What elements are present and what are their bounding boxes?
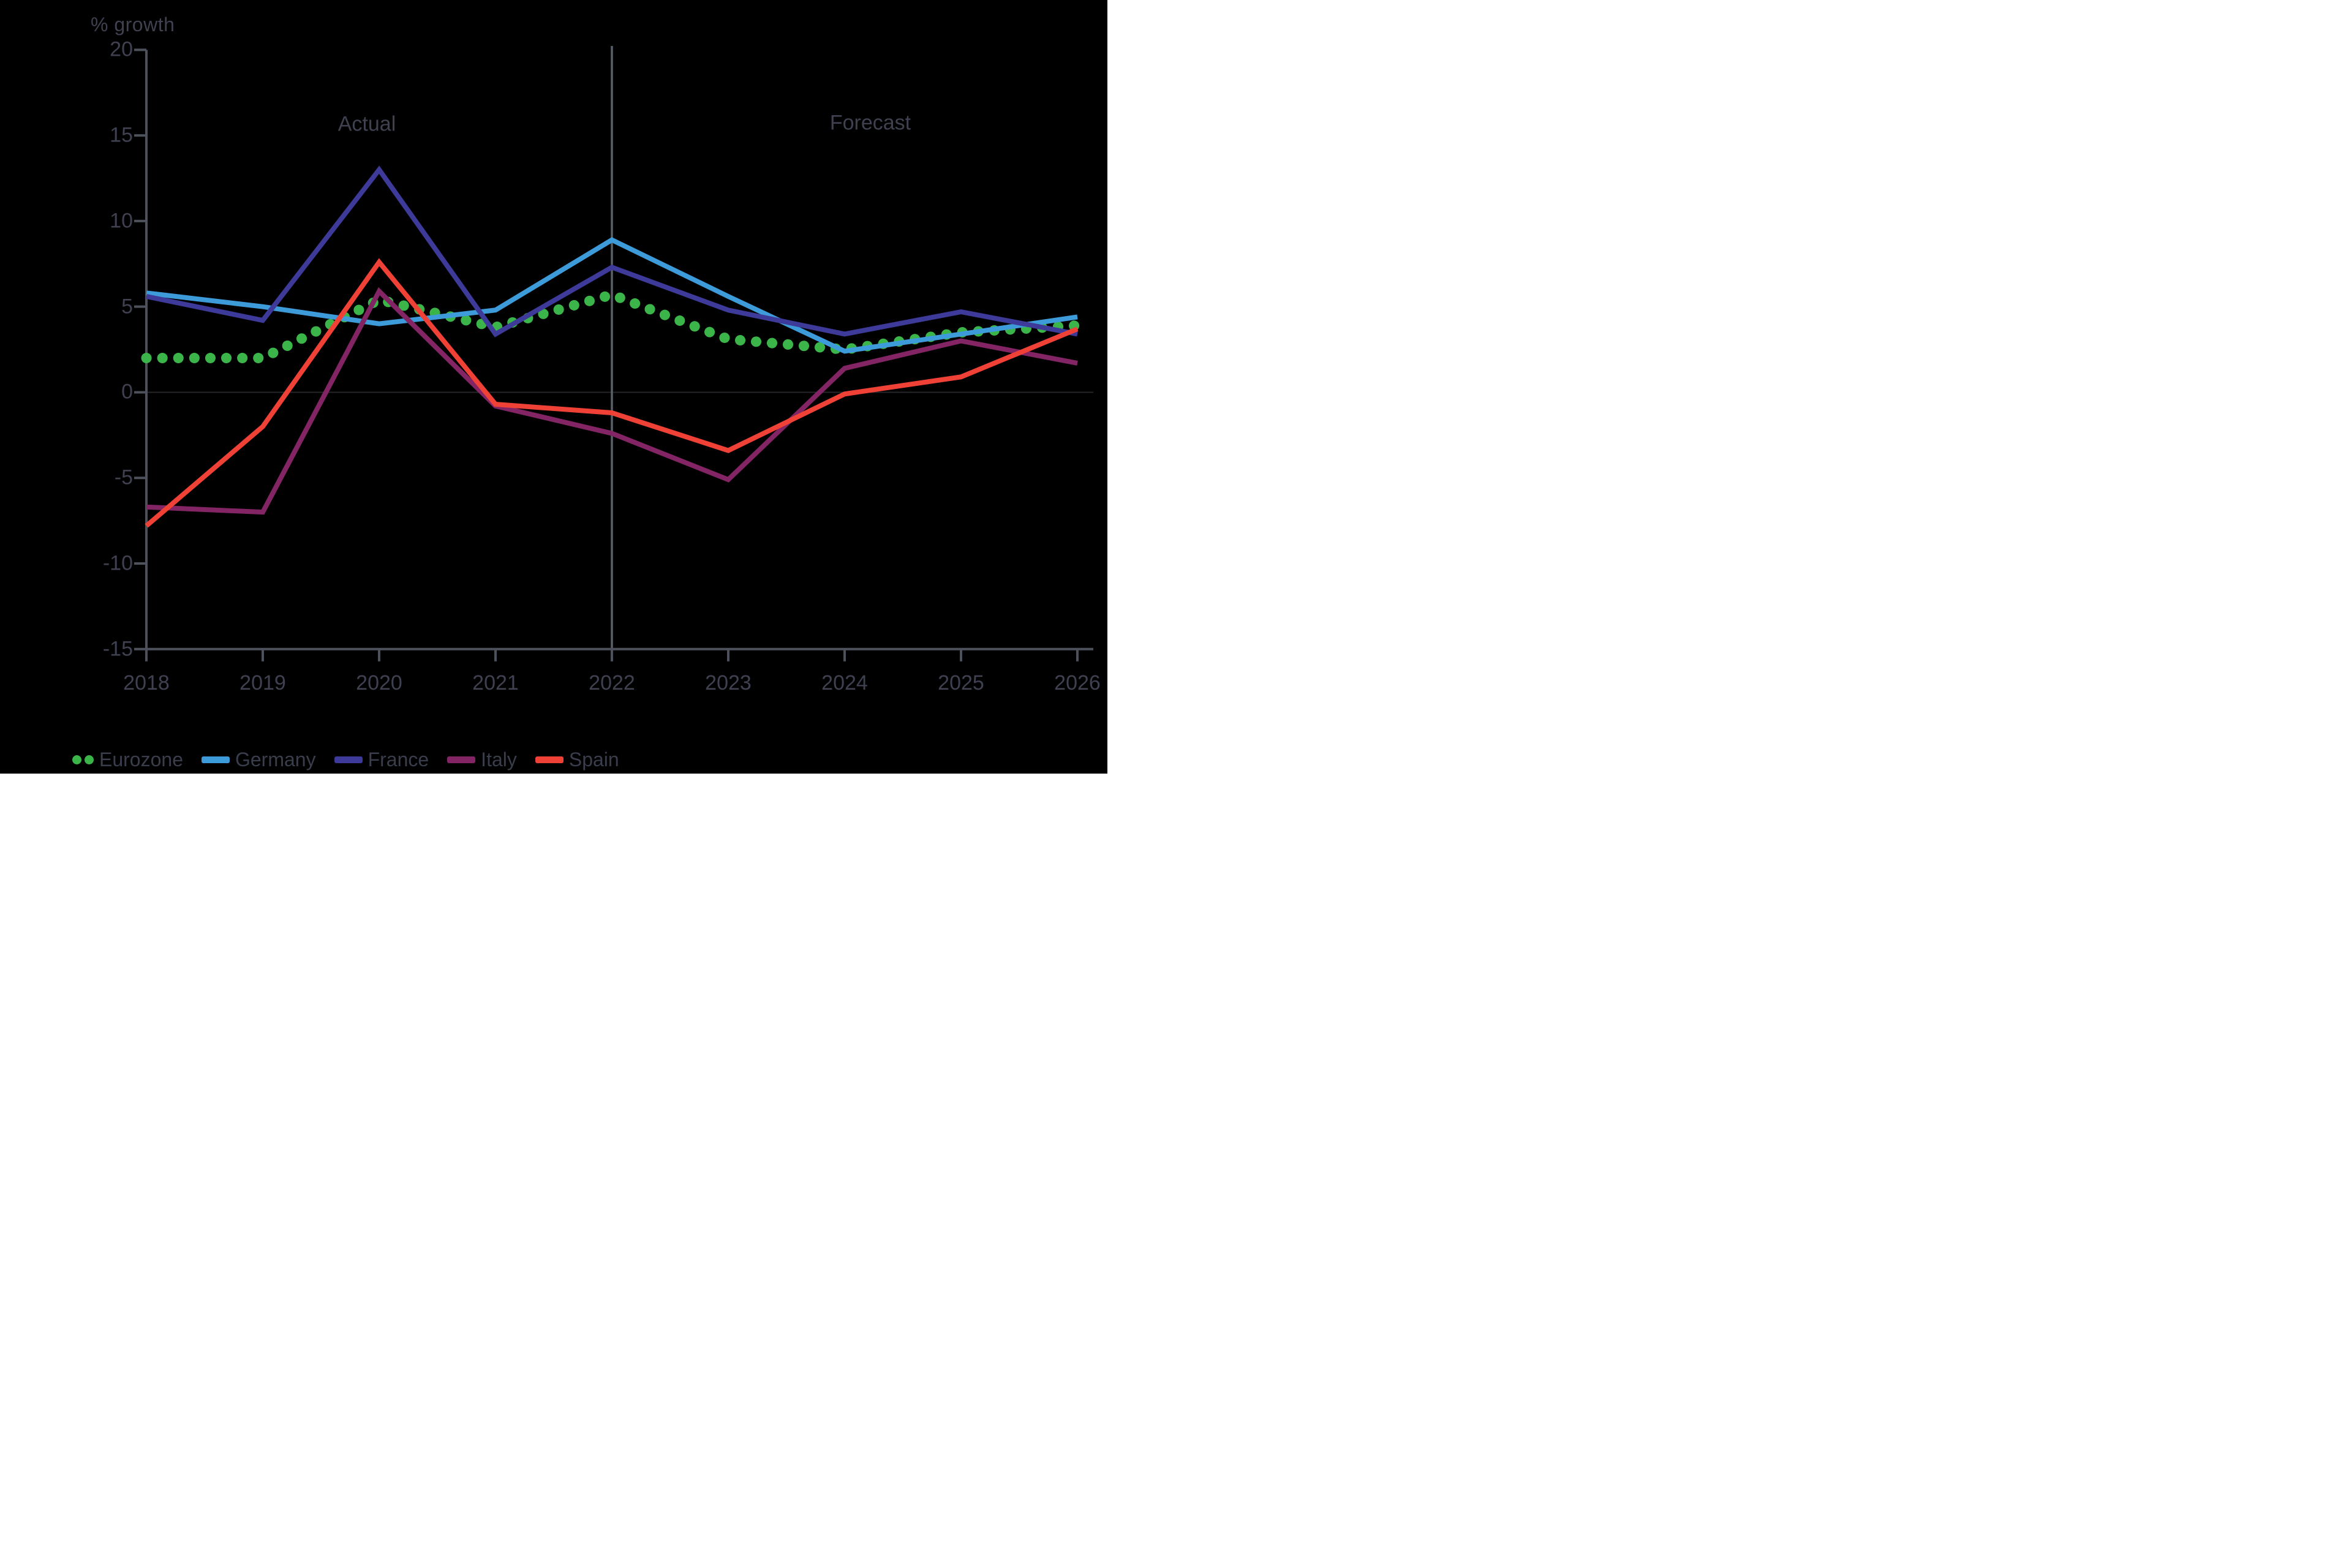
legend-label-spain: Spain	[568, 748, 619, 771]
series-line-france	[146, 165, 1078, 337]
y-tick-label--15: -15	[102, 637, 133, 661]
legend-label-eurozone: Eurozone	[99, 748, 183, 771]
chart-screenshot: % growth Actual Forecast 20 15 10 5 0 -5 -10 -1…	[0, 0, 1176, 784]
y-tick-label-20: 20	[110, 37, 133, 61]
zero-gridline-layer	[146, 46, 1093, 649]
x-tick-label-2019: 2019	[239, 671, 286, 695]
series-line-italy	[146, 287, 1078, 515]
x-tick-label-2022: 2022	[589, 671, 635, 695]
x-tick-label-2023: 2023	[705, 671, 752, 695]
legend-item-italy: Italy	[447, 748, 517, 771]
series-layer	[141, 165, 1083, 528]
x-tick-label-2025: 2025	[938, 671, 984, 695]
x-tick-label-2021: 2021	[472, 671, 519, 695]
legend-marker-spain	[535, 756, 564, 763]
y-tick-label--5: -5	[114, 466, 133, 489]
y-tick-label-0: 0	[121, 380, 133, 404]
line-chart	[134, 46, 1093, 662]
legend-label-germany: Germany	[235, 748, 316, 771]
legend-marker-eurozone	[72, 755, 94, 764]
x-tick-label-2024: 2024	[821, 671, 868, 695]
legend-marker-france	[334, 756, 363, 763]
series-line-germany	[146, 237, 1078, 354]
legend-item-france: France	[334, 748, 429, 771]
y-axis-title: % growth	[91, 13, 175, 36]
legend: Eurozone Germany France Italy Spain	[72, 748, 619, 771]
legend-item-spain: Spain	[535, 748, 619, 771]
legend-marker-germany	[201, 756, 230, 763]
legend-item-eurozone: Eurozone	[72, 748, 183, 771]
legend-label-italy: Italy	[481, 748, 517, 771]
legend-marker-italy	[447, 756, 476, 763]
annotation-actual: Actual	[337, 112, 396, 136]
annotation-forecast: Forecast	[829, 111, 911, 135]
legend-item-germany: Germany	[201, 748, 316, 771]
chart-background	[0, 0, 1107, 774]
series-line-eurozone	[141, 289, 1083, 364]
y-tick-label-5: 5	[121, 295, 133, 318]
x-tick-label-2020: 2020	[356, 671, 402, 695]
y-tick-label--10: -10	[102, 551, 133, 575]
y-tick-label-15: 15	[110, 123, 133, 147]
y-tick-label-10: 10	[110, 209, 133, 233]
series-line-spain	[145, 258, 1079, 528]
legend-label-france: France	[368, 748, 429, 771]
axes-layer	[134, 48, 1093, 662]
x-tick-label-2026: 2026	[1054, 671, 1101, 695]
x-tick-label-2018: 2018	[123, 671, 170, 695]
